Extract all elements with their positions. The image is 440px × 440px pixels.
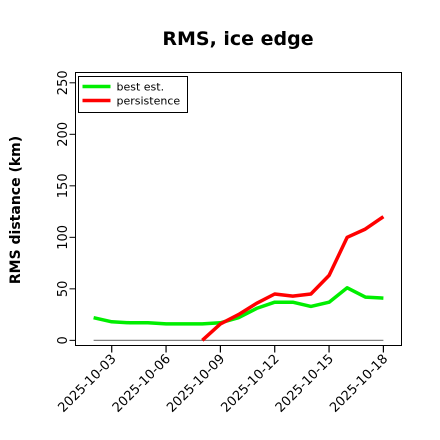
plot-area xyxy=(93,215,385,342)
series-line-best-est- xyxy=(93,286,384,326)
y-tick-label: 200 xyxy=(56,122,71,147)
y-tick-label: 150 xyxy=(56,173,71,198)
chart-title: RMS, ice edge xyxy=(162,28,313,50)
series-line-persistence xyxy=(201,215,385,342)
legend-label: best est. xyxy=(117,81,165,94)
y-tick-label: 250 xyxy=(56,70,71,95)
axes: 0501001502002502025-10-032025-10-062025-… xyxy=(56,70,392,415)
legend-label: persistence xyxy=(117,95,181,108)
y-tick-label: 100 xyxy=(56,225,71,250)
legend: best est.persistence xyxy=(78,76,188,113)
plot-frame xyxy=(75,72,402,346)
legend-box xyxy=(78,76,188,113)
y-tick-label: 0 xyxy=(56,336,71,344)
y-tick-label: 50 xyxy=(56,281,71,298)
y-axis-label: RMS distance (km) xyxy=(8,136,24,284)
x-tick-label: 2025-10-18 xyxy=(327,352,391,416)
